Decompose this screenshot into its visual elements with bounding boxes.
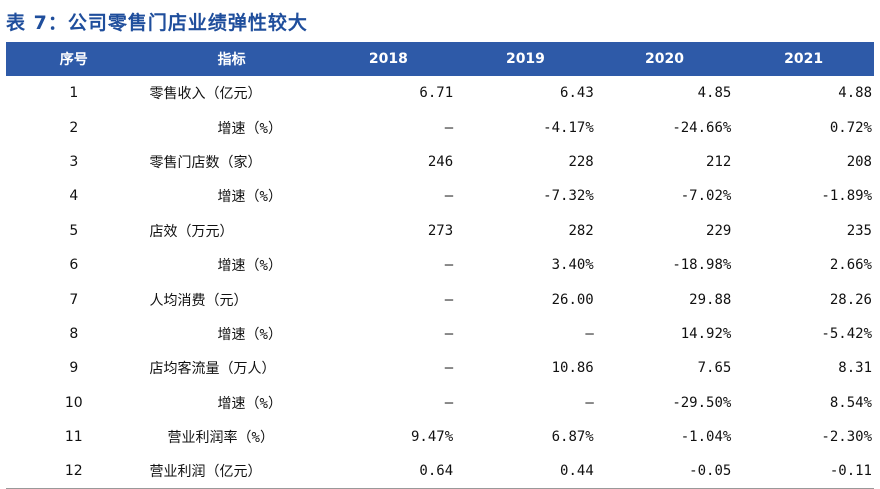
value-2018-cell: – xyxy=(444,119,454,136)
table-row: 9 店均客流量（万人） – 10.86 7.65 8.31 xyxy=(6,351,874,385)
row-metric-cell: 增速（%） xyxy=(217,326,282,343)
value-2020-cell: 4.85 xyxy=(697,85,732,102)
table-row: 5 店效（万元） 273 282 229 235 xyxy=(6,214,874,248)
value-2021-cell: -1.89% xyxy=(821,188,872,205)
row-index-cell: 8 xyxy=(69,325,79,342)
value-2019-cell: 26.00 xyxy=(551,291,594,308)
value-2019-cell: 10.86 xyxy=(551,360,594,377)
value-2019-cell: 6.43 xyxy=(560,85,594,102)
value-2018-cell: – xyxy=(444,360,454,377)
row-metric-cell: 营业利润（亿元） xyxy=(141,454,322,489)
value-2020-cell: 29.88 xyxy=(689,291,732,308)
value-2018-cell: 9.47% xyxy=(410,429,454,446)
table-row: 10 增速（%） – – -29.50% 8.54% xyxy=(6,386,874,420)
value-2021-cell: 208 xyxy=(846,153,872,170)
row-metric-cell: 增速（%） xyxy=(217,258,282,275)
value-2018-cell: 6.71 xyxy=(419,85,454,102)
header-2021: 2021 xyxy=(784,51,824,67)
table-row: 6 增速（%） – 3.40% -18.98% 2.66% xyxy=(6,248,874,282)
value-2021-cell: 0.72% xyxy=(829,119,872,136)
header-2019: 2019 xyxy=(505,51,545,67)
value-2019-cell: 3.40% xyxy=(551,257,594,274)
value-2018-cell: – xyxy=(444,257,454,274)
header-metric: 指标 xyxy=(217,52,246,68)
value-2018-cell: – xyxy=(444,188,454,205)
table-row: 11 营业利润率（%） 9.47% 6.87% -1.04% -2.30% xyxy=(6,420,874,454)
value-2021-cell: 28.26 xyxy=(829,291,872,308)
table-row: 4 增速（%） – -7.32% -7.02% -1.89% xyxy=(6,179,874,213)
value-2021-cell: 235 xyxy=(846,222,872,239)
value-2020-cell: 229 xyxy=(706,222,732,239)
value-2020-cell: -29.50% xyxy=(672,394,732,411)
value-2019-cell: -4.17% xyxy=(543,119,594,136)
header-2020: 2020 xyxy=(645,51,685,67)
value-2020-cell: -24.66% xyxy=(672,119,732,136)
value-2021-cell: 2.66% xyxy=(829,257,872,274)
row-metric-cell: 增速（%） xyxy=(217,395,282,412)
row-index-cell: 1 xyxy=(69,85,79,102)
header-2018: 2018 xyxy=(368,51,408,67)
value-2019-cell: -7.32% xyxy=(543,188,594,205)
value-2019-cell: – xyxy=(585,325,594,342)
row-metric-cell: 店均客流量（万人） xyxy=(149,361,276,378)
row-index-cell: 7 xyxy=(69,291,79,308)
value-2020-cell: -18.98% xyxy=(672,257,732,274)
value-2020-cell: 7.65 xyxy=(697,360,732,377)
value-2018-cell: 0.64 xyxy=(321,454,456,489)
value-2018-cell: 273 xyxy=(427,222,454,239)
table-row: 7 人均消费（元） – 26.00 29.88 28.26 xyxy=(6,282,874,316)
table-title: 表 7：公司零售门店业绩弹性较大 xyxy=(6,12,308,34)
value-2020-cell: -0.05 xyxy=(595,454,734,489)
value-2018-cell: – xyxy=(444,291,454,308)
row-metric-cell: 营业利润率（%） xyxy=(167,430,274,447)
value-2019-cell: 0.44 xyxy=(455,454,596,489)
retail-performance-table: 序号 指标 2018 2019 2020 2021 1 零售收入（亿元） 6.71 6… xyxy=(6,42,874,489)
row-metric-cell: 人均消费（元） xyxy=(149,292,248,309)
value-2021-cell: 8.54% xyxy=(829,394,872,411)
row-metric-cell: 增速（%） xyxy=(217,189,282,206)
value-2021-cell: -2.30% xyxy=(821,429,872,446)
row-index-cell: 2 xyxy=(69,119,79,136)
header-index: 序号 xyxy=(59,52,88,68)
row-index-cell: 6 xyxy=(69,257,79,274)
table-row: 1 零售收入（亿元） 6.71 6.43 4.85 4.88 xyxy=(6,76,874,110)
value-2021-cell: 4.88 xyxy=(838,85,872,102)
row-index-cell: 3 xyxy=(69,153,79,170)
table-row: 3 零售门店数（家） 246 228 212 208 xyxy=(6,145,874,179)
row-index-cell: 10 xyxy=(64,394,83,411)
value-2021-cell: -5.42% xyxy=(821,325,872,342)
value-2020-cell: -7.02% xyxy=(680,188,732,205)
value-2018-cell: 246 xyxy=(427,153,454,170)
value-2019-cell: 282 xyxy=(568,222,594,239)
row-metric-cell: 零售门店数（家） xyxy=(149,154,262,171)
row-index-cell: 4 xyxy=(69,188,79,205)
row-metric-cell: 增速（%） xyxy=(217,120,282,137)
value-2019-cell: 6.87% xyxy=(551,429,594,446)
row-index-cell: 9 xyxy=(69,360,79,377)
value-2021-cell: -0.11 xyxy=(733,454,874,489)
value-2019-cell: – xyxy=(585,394,594,411)
value-2020-cell: 212 xyxy=(706,153,732,170)
row-metric-cell: 零售收入（亿元） xyxy=(149,86,262,103)
value-2019-cell: 228 xyxy=(568,153,594,170)
value-2018-cell: – xyxy=(444,394,454,411)
row-metric-cell: 店效（万元） xyxy=(149,223,234,240)
table-row: 2 增速（%） – -4.17% -24.66% 0.72% xyxy=(6,110,874,144)
row-index-cell: 5 xyxy=(69,222,79,239)
value-2021-cell: 8.31 xyxy=(838,360,872,377)
value-2020-cell: 14.92% xyxy=(680,325,732,342)
row-index-cell: 12 xyxy=(6,454,142,489)
value-2018-cell: – xyxy=(444,325,454,342)
table-row: 8 增速（%） – – 14.92% -5.42% xyxy=(6,317,874,351)
value-2020-cell: -1.04% xyxy=(680,429,732,446)
row-index-cell: 11 xyxy=(64,429,83,446)
table-header-row: 序号 指标 2018 2019 2020 2021 xyxy=(6,42,874,76)
table-row: 12 营业利润（亿元） 0.64 0.44 -0.05 -0.11 xyxy=(6,454,874,489)
